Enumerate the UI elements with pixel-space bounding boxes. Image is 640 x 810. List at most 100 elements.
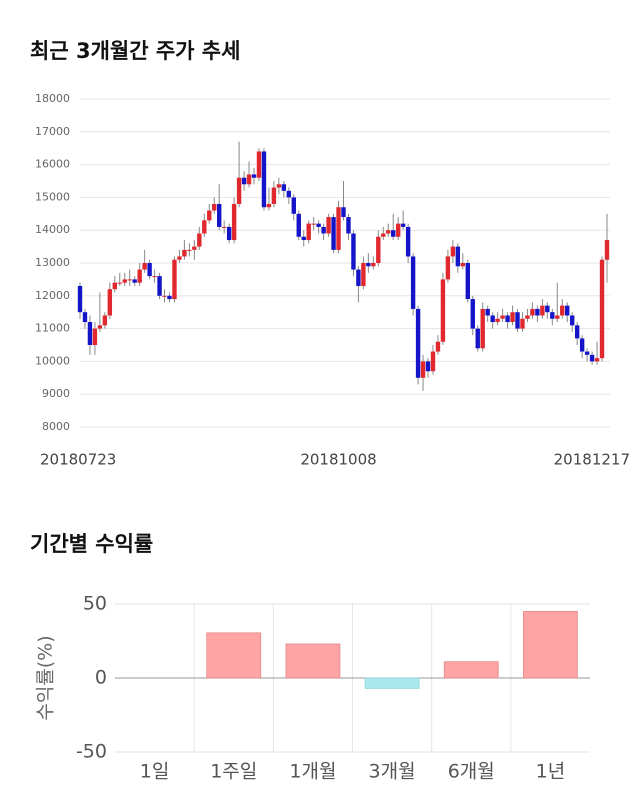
bar	[285, 643, 341, 679]
candle-body	[470, 299, 475, 329]
candle-body	[117, 282, 122, 284]
candle-body	[530, 308, 535, 316]
candle-body	[241, 177, 247, 185]
candle-body	[251, 174, 257, 178]
candle-body	[430, 351, 436, 372]
x-tick-label: 6개월	[448, 761, 495, 783]
candle-body	[147, 263, 152, 277]
y-axis-label: 수익률(%)	[35, 635, 57, 720]
bar	[206, 632, 262, 679]
candle-body	[574, 325, 580, 339]
candle-body	[604, 240, 610, 260]
candle-body	[157, 276, 162, 296]
x-tick-label: 1개월	[289, 761, 336, 783]
candle-body	[336, 207, 341, 250]
x-tick-label: 1주일	[210, 761, 257, 783]
chart-title: 최근 3개월간 주가 추세	[30, 39, 240, 63]
candle-body	[460, 263, 466, 267]
candle-body	[361, 263, 366, 286]
candle-body	[480, 308, 485, 349]
y-tick-label: 15000	[35, 190, 70, 203]
x-tick-label: 20180723	[40, 451, 116, 469]
candle-body	[400, 223, 406, 227]
x-tick-label: 1일	[140, 761, 170, 783]
candle-body	[594, 358, 600, 362]
candle-body	[589, 354, 595, 362]
candle-body	[366, 263, 371, 267]
y-tick-label: 17000	[35, 125, 70, 138]
candle-body	[301, 236, 306, 241]
candle-body	[445, 256, 451, 280]
y-tick-label: 16000	[35, 158, 70, 171]
candle-body	[565, 305, 570, 316]
candle-body	[515, 312, 520, 329]
x-tick-label: 1년	[536, 761, 566, 783]
candle-body	[306, 223, 311, 241]
candle-body	[356, 269, 361, 286]
candle-body	[425, 361, 431, 372]
candle-body	[271, 187, 277, 204]
candle-body	[167, 295, 172, 300]
candle-body	[172, 259, 177, 300]
candle-body	[331, 217, 336, 250]
candle-body	[569, 315, 575, 326]
chart-title: 기간별 수익률	[30, 532, 153, 556]
y-tick-label: 50	[83, 593, 107, 615]
candle-body	[391, 230, 396, 237]
candle-body	[560, 305, 565, 316]
candle-body	[475, 328, 480, 349]
candle-body	[261, 151, 267, 208]
candle-body	[217, 203, 222, 227]
candle-body	[420, 361, 426, 378]
candle-body	[386, 230, 391, 234]
candle-body	[376, 236, 381, 263]
candle-body	[341, 207, 346, 218]
candle-body	[132, 279, 137, 283]
candle-body	[202, 220, 207, 234]
x-tick-label: 3개월	[369, 761, 416, 783]
candle-body	[371, 263, 376, 267]
y-tick-label: 0	[95, 667, 107, 689]
candle-body	[500, 315, 505, 319]
candle-body	[395, 223, 401, 237]
candle-body	[450, 246, 456, 257]
y-tick-label: 8000	[42, 420, 70, 433]
candle-body	[490, 315, 495, 323]
candle-body	[381, 233, 386, 237]
bar	[364, 677, 420, 689]
y-tick-label: 12000	[35, 289, 70, 302]
candle-body	[276, 184, 282, 188]
x-tick-label: 20181217	[554, 451, 630, 469]
candle-body	[231, 203, 237, 241]
candle-body	[415, 308, 421, 378]
candle-body	[152, 276, 157, 278]
y-tick-label: 13000	[35, 256, 70, 269]
y-tick-label: 11000	[35, 322, 70, 335]
candle-body	[550, 312, 555, 319]
candle-body	[485, 308, 490, 316]
candle-body	[326, 217, 331, 234]
candle-body	[87, 322, 93, 345]
candle-body	[316, 223, 321, 227]
candle-body	[440, 279, 446, 342]
candle-body	[520, 318, 525, 329]
candle-body	[92, 328, 98, 345]
candle-body	[495, 318, 500, 323]
candle-body	[212, 203, 217, 211]
candle-body	[555, 315, 560, 319]
bar	[443, 661, 499, 679]
candle-body	[221, 226, 227, 228]
y-tick-label: 14000	[35, 223, 70, 236]
y-tick-label: -50	[76, 741, 107, 763]
bar	[523, 611, 578, 679]
candle-body	[137, 269, 142, 283]
y-tick-label: 18000	[35, 92, 70, 105]
candle-body	[97, 325, 103, 329]
candle-body	[187, 249, 192, 251]
candle-body	[236, 177, 242, 204]
candle-body	[296, 213, 301, 237]
candle-body	[405, 226, 411, 257]
candle-body	[525, 315, 530, 319]
candle-body	[162, 295, 167, 297]
